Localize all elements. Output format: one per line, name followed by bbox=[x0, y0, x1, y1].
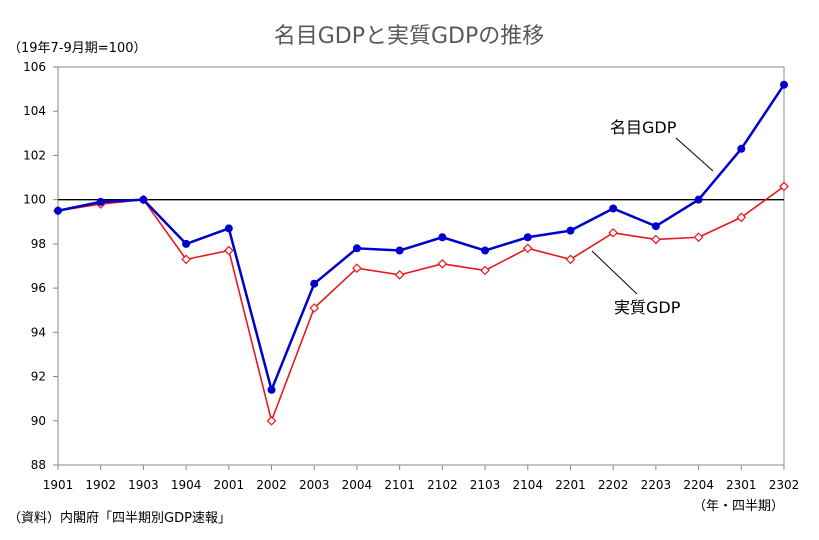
point-real bbox=[736, 212, 747, 223]
chart-title: 名目GDPと実質GDPの推移 bbox=[274, 24, 545, 49]
x-tick-label: 2002 bbox=[256, 478, 287, 492]
point-nominal bbox=[438, 233, 447, 242]
x-tick-label: 2104 bbox=[512, 478, 543, 492]
point-real bbox=[565, 254, 576, 265]
x-unit-label: （年・四半期） bbox=[693, 499, 784, 514]
point-real bbox=[522, 243, 533, 254]
x-tick-label: 1903 bbox=[128, 478, 159, 492]
point-real bbox=[480, 265, 490, 276]
point-nominal bbox=[609, 204, 618, 213]
x-tick-label: 2001 bbox=[214, 478, 245, 492]
plot-area bbox=[57, 66, 785, 466]
point-nominal bbox=[54, 206, 62, 215]
point-real bbox=[181, 254, 191, 265]
x-tick-label: 2101 bbox=[384, 478, 415, 492]
point-real bbox=[779, 181, 789, 192]
x-axis: 1901 1902 1903 1904 2001 2002 2003 2004 2101 2102… bbox=[43, 465, 800, 492]
point-real bbox=[437, 258, 448, 269]
point-nominal bbox=[224, 224, 233, 233]
y-unit-label: （19年7-9月期=100） bbox=[8, 41, 146, 56]
point-real bbox=[651, 234, 661, 245]
point-nominal bbox=[566, 226, 575, 235]
x-tick-label: 2103 bbox=[470, 478, 501, 492]
x-tick-label: 2004 bbox=[342, 478, 373, 492]
x-tick-label: 2202 bbox=[598, 478, 629, 492]
point-nominal bbox=[267, 385, 276, 394]
point-nominal bbox=[780, 80, 788, 89]
series-layer bbox=[53, 80, 789, 426]
point-nominal bbox=[694, 195, 703, 204]
y-tick-label: 104 bbox=[23, 104, 46, 118]
point-nominal bbox=[310, 279, 319, 288]
x-tick-label: 1901 bbox=[43, 478, 74, 492]
point-nominal bbox=[395, 246, 404, 255]
point-real bbox=[223, 245, 234, 256]
y-tick-label: 92 bbox=[31, 370, 46, 384]
point-real bbox=[693, 232, 704, 243]
y-tick-label: 106 bbox=[23, 60, 46, 74]
point-nominal bbox=[481, 246, 490, 255]
x-tick-label: 2003 bbox=[299, 478, 330, 492]
point-real bbox=[394, 269, 405, 280]
series-label-real: 実質GDP bbox=[614, 298, 681, 317]
point-real bbox=[608, 227, 619, 238]
point-nominal bbox=[182, 239, 191, 248]
x-tick-label: 2301 bbox=[726, 478, 757, 492]
point-nominal bbox=[737, 144, 746, 153]
source-note: （資料）内閣府「四半期別GDP速報」 bbox=[8, 510, 231, 526]
y-tick-label: 94 bbox=[31, 325, 46, 339]
series-line-nominal bbox=[57, 83, 786, 392]
series-label-nominal: 名目GDP bbox=[610, 118, 677, 137]
point-nominal bbox=[96, 197, 105, 206]
x-tick-label: 2302 bbox=[769, 478, 800, 492]
point-nominal bbox=[651, 222, 660, 231]
point-nominal bbox=[139, 195, 148, 204]
x-tick-label: 1902 bbox=[85, 478, 116, 492]
x-tick-label: 2102 bbox=[427, 478, 458, 492]
y-tick-label: 88 bbox=[31, 458, 46, 472]
series-line-real bbox=[57, 185, 785, 422]
y-tick-label: 100 bbox=[23, 193, 46, 207]
y-tick-label: 98 bbox=[31, 237, 46, 251]
point-nominal bbox=[523, 233, 532, 242]
x-tick-label: 2204 bbox=[683, 478, 714, 492]
y-tick-label: 90 bbox=[31, 414, 46, 428]
point-nominal bbox=[352, 244, 361, 253]
point-real bbox=[309, 303, 320, 313]
y-tick-label: 102 bbox=[23, 148, 46, 162]
point-real bbox=[352, 263, 362, 274]
point-real bbox=[266, 415, 277, 426]
x-tick-label: 2201 bbox=[555, 478, 586, 492]
series-callout-nominal bbox=[675, 137, 714, 172]
x-tick-label: 2203 bbox=[641, 478, 672, 492]
y-tick-label: 96 bbox=[31, 281, 46, 295]
x-tick-label: 1904 bbox=[171, 478, 202, 492]
y-axis: 88 90 92 94 96 98 100 102 104 106 bbox=[23, 60, 58, 472]
series-callout-real bbox=[591, 250, 638, 295]
